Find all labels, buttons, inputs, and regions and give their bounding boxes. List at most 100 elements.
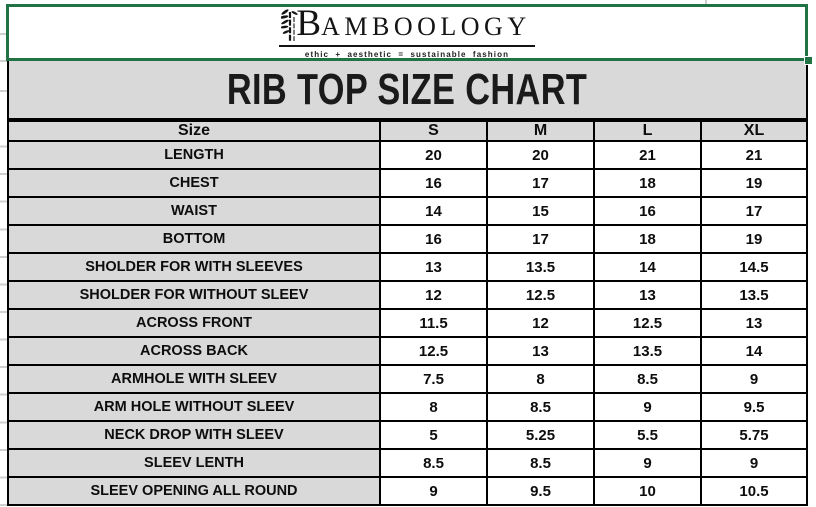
value-cell-xl[interactable]: 21 — [700, 140, 808, 170]
value-cell-s[interactable]: 8 — [379, 392, 488, 422]
value-cell-l[interactable]: 18 — [593, 168, 702, 198]
brand-name: AMBOOLOGY — [321, 11, 531, 41]
value-cell-xl[interactable]: 9.5 — [700, 392, 808, 422]
value-cell-s[interactable]: 5 — [379, 420, 488, 450]
value-cell-m[interactable]: 17 — [486, 224, 595, 254]
gridline-gutter — [0, 120, 7, 506]
value-cell-m[interactable]: 8.5 — [486, 392, 595, 422]
table-row: ACROSS FRONT 11.5 12 12.5 13 — [7, 308, 808, 338]
value-cell-s[interactable]: 14 — [379, 196, 488, 226]
value-cell-l[interactable]: 5.5 — [593, 420, 702, 450]
value-cell-m[interactable]: 15 — [486, 196, 595, 226]
value-cell-l[interactable]: 16 — [593, 196, 702, 226]
row-label-cell[interactable]: SHOLDER FOR WITH SLEEVES — [7, 252, 381, 282]
logo-cell-selected[interactable]: B AMBOOLOGY ethic + aesthetic = sustainab… — [6, 4, 808, 61]
chart-title-cell[interactable]: RIB TOP SIZE CHART — [7, 61, 808, 120]
value-cell-s[interactable]: 12.5 — [379, 336, 488, 366]
value-cell-m[interactable]: 12.5 — [486, 280, 595, 310]
column-header-l[interactable]: L — [593, 120, 702, 142]
value-cell-s[interactable]: 20 — [379, 140, 488, 170]
value-cell-xl[interactable]: 13.5 — [700, 280, 808, 310]
selection-fill-handle[interactable] — [804, 56, 813, 65]
value-cell-m[interactable]: 17 — [486, 168, 595, 198]
table-row: WAIST 14 15 16 17 — [7, 196, 808, 226]
value-cell-m[interactable]: 8.5 — [486, 448, 595, 478]
gridline-stub — [0, 33, 7, 35]
row-label-cell[interactable]: ARM HOLE WITHOUT SLEEV — [7, 392, 381, 422]
row-label-cell[interactable]: WAIST — [7, 196, 381, 226]
table-row: BOTTOM 16 17 18 19 — [7, 224, 808, 254]
value-cell-l[interactable]: 13 — [593, 280, 702, 310]
value-cell-xl[interactable]: 17 — [700, 196, 808, 226]
value-cell-m[interactable]: 12 — [486, 308, 595, 338]
value-cell-m[interactable]: 8 — [486, 364, 595, 394]
value-cell-s[interactable]: 9 — [379, 476, 488, 506]
gridline-stub — [705, 0, 707, 4]
value-cell-l[interactable]: 18 — [593, 224, 702, 254]
value-cell-m[interactable]: 13.5 — [486, 252, 595, 282]
value-cell-s[interactable]: 7.5 — [379, 364, 488, 394]
row-label-cell[interactable]: SLEEV OPENING ALL ROUND — [7, 476, 381, 506]
brand-logo: B AMBOOLOGY ethic + aesthetic = sustainab… — [279, 4, 535, 59]
row-label-cell[interactable]: LENGTH — [7, 140, 381, 170]
value-cell-l[interactable]: 10 — [593, 476, 702, 506]
table-row: NECK DROP WITH SLEEV 5 5.25 5.5 5.75 — [7, 420, 808, 450]
row-label-cell[interactable]: BOTTOM — [7, 224, 381, 254]
bamboo-icon — [281, 8, 299, 41]
value-cell-s[interactable]: 12 — [379, 280, 488, 310]
column-header-xl[interactable]: XL — [700, 120, 808, 142]
brand-tagline: ethic + aesthetic = sustainable fashion — [304, 49, 510, 59]
value-cell-m[interactable]: 13 — [486, 336, 595, 366]
row-label-cell[interactable]: NECK DROP WITH SLEEV — [7, 420, 381, 450]
header-row: Size S M L XL — [7, 120, 808, 142]
gridline-stub — [0, 90, 7, 92]
value-cell-l[interactable]: 14 — [593, 252, 702, 282]
value-cell-s[interactable]: 16 — [379, 224, 488, 254]
table-row: SLEEV LENTH 8.5 8.5 9 9 — [7, 448, 808, 478]
value-cell-xl[interactable]: 9 — [700, 364, 808, 394]
row-label-cell[interactable]: SLEEV LENTH — [7, 448, 381, 478]
value-cell-m[interactable]: 20 — [486, 140, 595, 170]
table-row: ACROSS BACK 12.5 13 13.5 14 — [7, 336, 808, 366]
value-cell-xl[interactable]: 9 — [700, 448, 808, 478]
row-label-cell[interactable]: ACROSS BACK — [7, 336, 381, 366]
value-cell-l[interactable]: 8.5 — [593, 364, 702, 394]
value-cell-s[interactable]: 8.5 — [379, 448, 488, 478]
row-label-cell[interactable]: ACROSS FRONT — [7, 308, 381, 338]
value-cell-l[interactable]: 21 — [593, 140, 702, 170]
table-row: SLEEV OPENING ALL ROUND 9 9.5 10 10.5 — [7, 476, 808, 506]
size-chart-body: LENGTH 20 20 21 21 CHEST 16 17 18 19 WAI… — [7, 140, 808, 506]
value-cell-l[interactable]: 12.5 — [593, 308, 702, 338]
brand-wordmark: B AMBOOLOGY — [279, 4, 535, 47]
value-cell-xl[interactable]: 10.5 — [700, 476, 808, 506]
size-chart-table: Size S M L XL LENGTH 20 20 21 21 CHEST 1… — [7, 120, 808, 506]
value-cell-m[interactable]: 9.5 — [486, 476, 595, 506]
page-title: RIB TOP SIZE CHART — [227, 64, 588, 114]
column-header-size[interactable]: Size — [7, 120, 381, 142]
value-cell-xl[interactable]: 13 — [700, 308, 808, 338]
value-cell-s[interactable]: 16 — [379, 168, 488, 198]
value-cell-m[interactable]: 5.25 — [486, 420, 595, 450]
table-row: ARM HOLE WITHOUT SLEEV 8 8.5 9 9.5 — [7, 392, 808, 422]
value-cell-l[interactable]: 9 — [593, 448, 702, 478]
value-cell-l[interactable]: 13.5 — [593, 336, 702, 366]
value-cell-l[interactable]: 9 — [593, 392, 702, 422]
value-cell-xl[interactable]: 5.75 — [700, 420, 808, 450]
row-label-cell[interactable]: SHOLDER FOR WITHOUT SLEEV — [7, 280, 381, 310]
value-cell-xl[interactable]: 19 — [700, 224, 808, 254]
value-cell-s[interactable]: 13 — [379, 252, 488, 282]
table-row: SHOLDER FOR WITHOUT SLEEV 12 12.5 13 13.… — [7, 280, 808, 310]
column-header-s[interactable]: S — [379, 120, 488, 142]
value-cell-xl[interactable]: 14 — [700, 336, 808, 366]
column-header-m[interactable]: M — [486, 120, 595, 142]
table-row: ARMHOLE WITH SLEEV 7.5 8 8.5 9 — [7, 364, 808, 394]
row-label-cell[interactable]: CHEST — [7, 168, 381, 198]
table-row: SHOLDER FOR WITH SLEEVES 13 13.5 14 14.5 — [7, 252, 808, 282]
value-cell-s[interactable]: 11.5 — [379, 308, 488, 338]
value-cell-xl[interactable]: 19 — [700, 168, 808, 198]
value-cell-xl[interactable]: 14.5 — [700, 252, 808, 282]
table-row: CHEST 16 17 18 19 — [7, 168, 808, 198]
table-row: LENGTH 20 20 21 21 — [7, 140, 808, 170]
row-label-cell[interactable]: ARMHOLE WITH SLEEV — [7, 364, 381, 394]
gridline-stub — [0, 60, 7, 62]
